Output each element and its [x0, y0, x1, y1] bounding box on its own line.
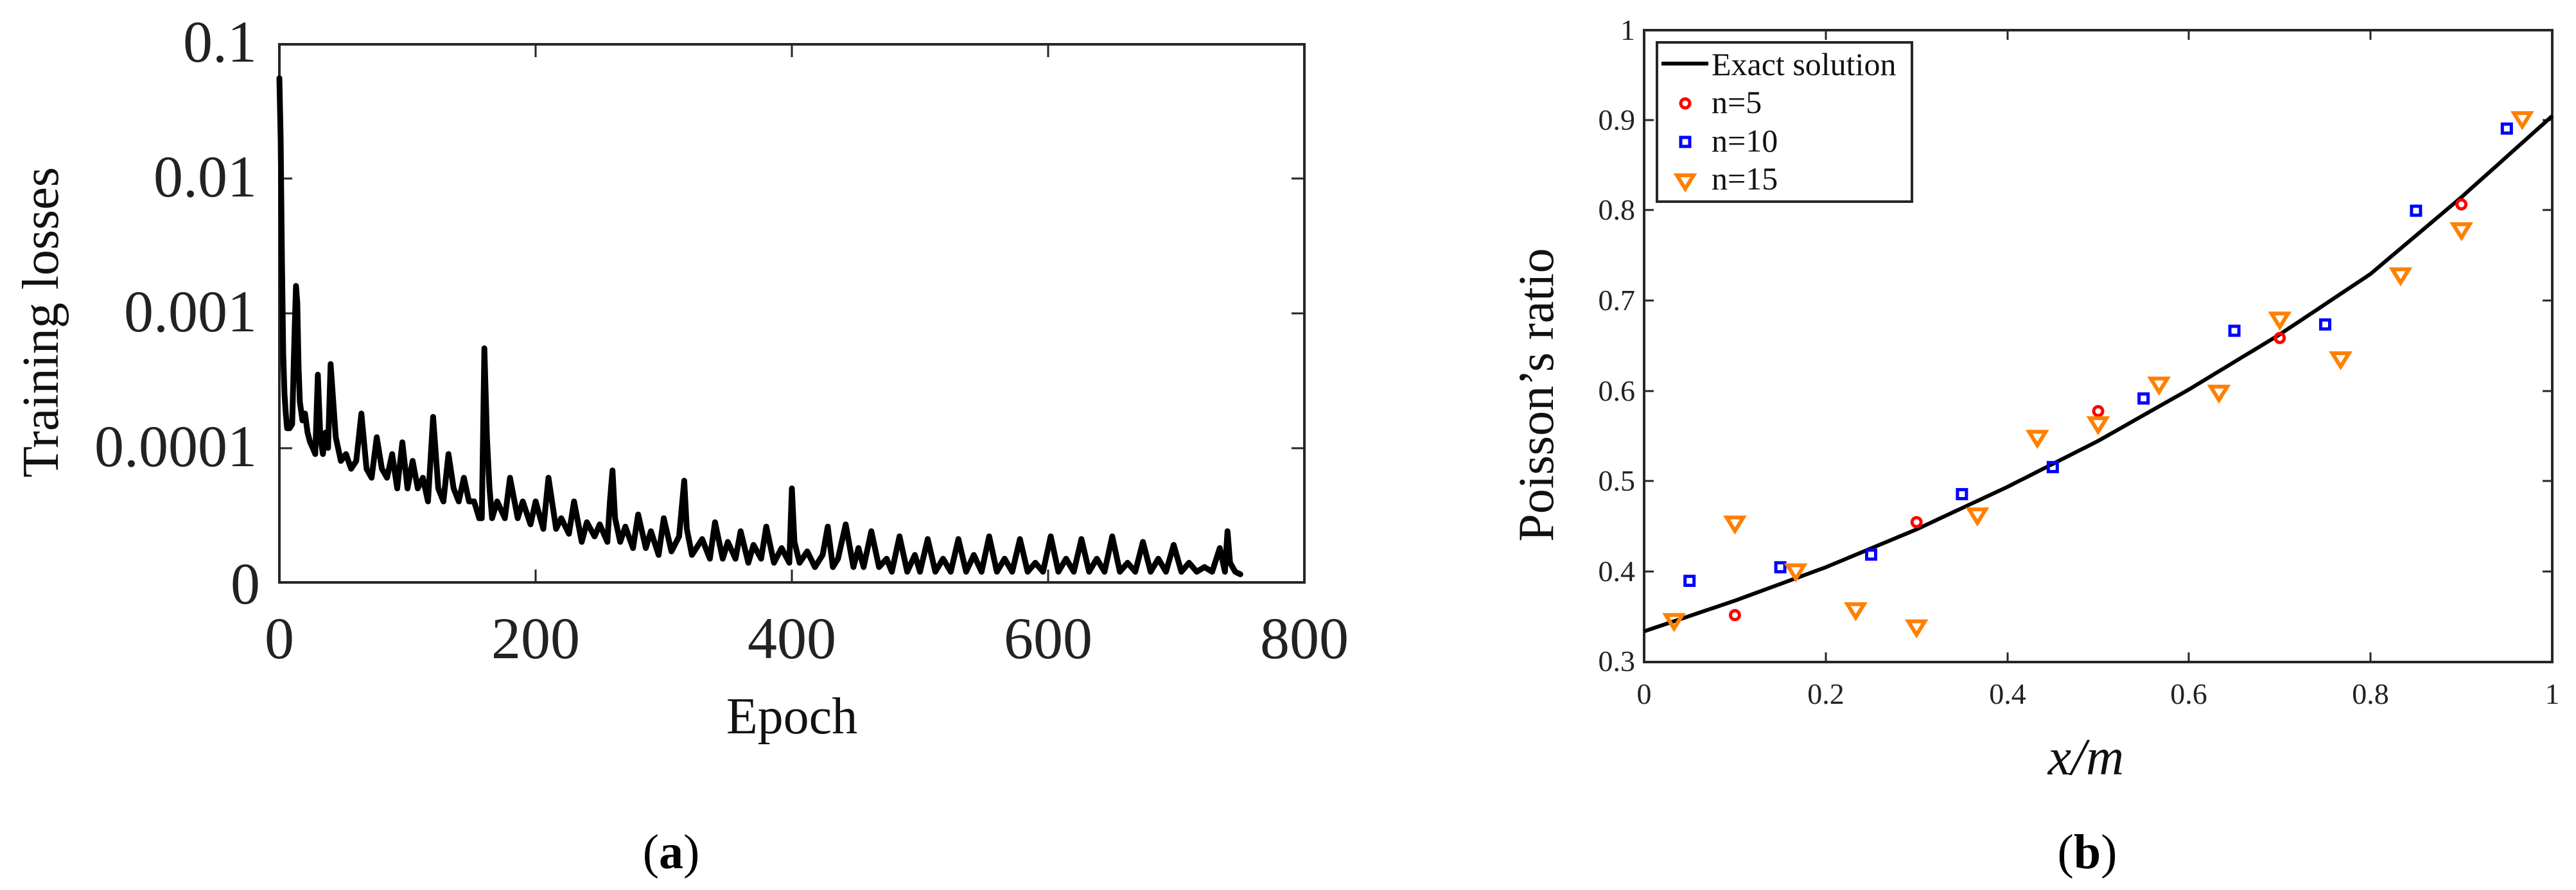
y-tick-label: 0.5: [1599, 464, 1636, 497]
panel-a-y-tick-labels: 0.1 0.01 0.001 0.0001 0: [94, 9, 260, 616]
y-tick-label: 0.7: [1599, 284, 1636, 317]
n15-triangle-marker: [1965, 507, 1990, 527]
n10-square-marker: [2046, 460, 2059, 473]
legend: Exact solution n=5 n=10 n=15: [1656, 41, 1913, 203]
n5-circle-marker: [1910, 516, 1923, 528]
n15-triangle-marker: [1723, 515, 1747, 535]
n10-square-marker: [2228, 324, 2241, 337]
x-tick-label: 0: [265, 606, 294, 671]
y-tick-label: 0: [231, 551, 260, 616]
n15-triangle-marker: [2329, 351, 2353, 371]
y-tick-label: 0.4: [1599, 555, 1636, 588]
y-tick-label: 0.1: [183, 9, 257, 74]
data-markers: [1662, 111, 2534, 639]
x-tick-label: 0: [1637, 677, 1652, 710]
n5-circle-marker: [2274, 331, 2286, 344]
y-tick-label: 0.9: [1599, 103, 1636, 136]
caption-letter: a: [659, 825, 683, 879]
legend-n10-square-marker: [1679, 135, 1692, 148]
y-tick-label: 0.0001: [94, 414, 257, 479]
x-tick-label: 0.2: [1807, 677, 1844, 710]
panel-a-x-ticks: [534, 44, 1049, 582]
n15-triangle-marker: [2268, 311, 2292, 331]
panel-b-plot-frame: [1643, 29, 2554, 663]
y-tick-label: 0.001: [124, 279, 257, 344]
training-loss-line: [276, 75, 1243, 577]
panel-b-y-axis-label: Poisson’s ratio: [1508, 248, 1564, 541]
caption-paren-open: (: [643, 825, 659, 879]
n10-square-marker: [2319, 318, 2331, 331]
y-tick-label: 1: [1620, 13, 1635, 46]
caption-paren-close: ): [683, 825, 699, 879]
n10-square-marker: [1774, 561, 1787, 573]
n5-circle-marker: [2092, 405, 2105, 417]
legend-label-n10: n=10: [1712, 123, 1778, 159]
n15-triangle-marker: [2025, 430, 2049, 449]
panel-a-y-axis-label: Training losses: [13, 167, 69, 478]
n15-triangle-marker: [1844, 602, 1868, 622]
n10-square-marker: [1956, 488, 1968, 501]
legend-label-exact-solution: Exact solution: [1712, 46, 1896, 82]
n5-circle-marker: [2455, 198, 2468, 211]
x-tick-label: 1: [2545, 677, 2560, 710]
panel-a-caption: (a): [643, 825, 700, 879]
n10-square-marker: [2137, 392, 2150, 405]
n10-square-marker: [2410, 204, 2423, 217]
panel-b-poisson-ratio-chart: 1 0.9 0.8 0.7 0.6 0.5 0.4 0.3 0 0.2 0.4 …: [1508, 13, 2560, 879]
panel-a-y-ticks: [279, 177, 1304, 449]
n15-triangle-marker: [2510, 111, 2534, 130]
y-tick-label: 0.8: [1599, 193, 1636, 226]
legend-n15-triangle-marker: [1673, 173, 1697, 193]
caption-paren-open: (: [2058, 825, 2074, 879]
x-tick-label: 400: [748, 606, 836, 671]
n15-triangle-marker: [1783, 563, 1808, 583]
n10-square-marker: [2500, 122, 2513, 135]
n15-triangle-marker: [2147, 376, 2171, 396]
panel-b-y-ticks: [1644, 119, 2552, 573]
n10-square-marker: [1683, 574, 1696, 587]
x-tick-label: 0.8: [2352, 677, 2389, 710]
y-tick-label: 0.01: [153, 144, 257, 209]
legend-label-n15: n=15: [1712, 161, 1778, 196]
n15-triangle-marker: [2449, 222, 2473, 241]
n10-square-marker: [1865, 548, 1877, 561]
n15-triangle-marker: [1662, 613, 1687, 633]
panel-a-x-tick-labels: 0 200 400 600 800: [265, 606, 1349, 671]
y-tick-label: 0.3: [1599, 645, 1636, 677]
panel-b-caption: (b): [2058, 825, 2117, 879]
n15-triangle-marker: [1904, 619, 1929, 639]
panel-b-x-tick-labels: 0 0.2 0.4 0.6 0.8 1: [1637, 677, 2560, 710]
caption-letter: b: [2074, 825, 2101, 879]
legend-box: [1656, 41, 1913, 203]
panel-b-y-tick-labels: 1 0.9 0.8 0.7 0.6 0.5 0.4 0.3: [1599, 13, 1636, 677]
x-tick-label: 0.4: [1989, 677, 2026, 710]
caption-paren-close: ): [2101, 825, 2117, 879]
panel-b-x-ticks: [1825, 30, 2372, 662]
x-tick-label: 0.6: [2170, 677, 2207, 710]
legend-n5-circle-marker: [1679, 97, 1692, 110]
legend-label-n5: n=5: [1712, 84, 1762, 120]
n15-triangle-marker: [2207, 385, 2231, 404]
x-tick-label: 200: [491, 606, 580, 671]
x-tick-label: 600: [1004, 606, 1092, 671]
panel-b-x-axis-label: x/m: [2047, 728, 2124, 786]
n15-triangle-marker: [2086, 416, 2110, 435]
n5-circle-marker: [1728, 609, 1741, 622]
panel-a-training-loss-chart: 0.1 0.01 0.001 0.0001 0 0 200 400 600 80…: [13, 9, 1349, 879]
x-tick-label: 800: [1260, 606, 1349, 671]
y-tick-label: 0.6: [1599, 374, 1636, 407]
panel-a-x-axis-label: Epoch: [726, 688, 857, 745]
n15-triangle-marker: [2388, 267, 2413, 287]
